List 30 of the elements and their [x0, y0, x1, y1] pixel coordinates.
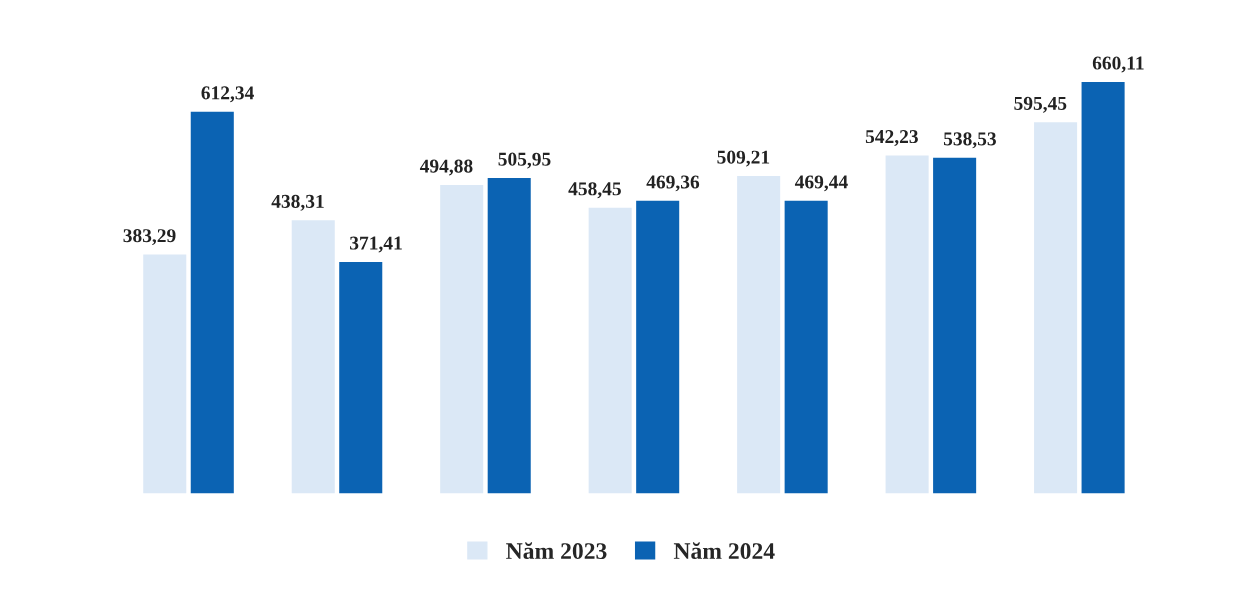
bar — [737, 175, 781, 494]
data-label: 538,53 — [943, 132, 996, 149]
data-label: 509,21 — [717, 150, 770, 167]
bar — [636, 200, 680, 494]
data-label: 469,44 — [794, 175, 848, 192]
bar — [487, 178, 531, 494]
bar — [440, 184, 484, 494]
data-label: 612,34 — [201, 86, 254, 103]
data-label: 469,36 — [646, 175, 700, 192]
bar — [291, 220, 335, 494]
bar — [190, 111, 234, 494]
bar — [784, 200, 828, 494]
data-label: 494,88 — [419, 159, 473, 176]
bar — [1081, 81, 1125, 494]
data-label: 660,11 — [1092, 56, 1144, 73]
data-label: 505,95 — [498, 152, 551, 169]
bar — [143, 254, 187, 494]
bar — [885, 155, 929, 494]
legend-label: Năm 2024 — [673, 542, 775, 560]
data-label: 438,31 — [271, 194, 324, 211]
bar — [933, 157, 977, 494]
bar — [339, 261, 383, 494]
legend-label: Năm 2023 — [506, 542, 607, 560]
data-label: 595,45 — [1014, 96, 1067, 113]
data-label: 542,23 — [865, 130, 918, 146]
bar — [588, 207, 632, 494]
data-label: 383,29 — [123, 229, 176, 246]
data-label: 371,41 — [350, 236, 402, 253]
bar — [1034, 122, 1078, 494]
data-label: 458,45 — [568, 182, 621, 199]
